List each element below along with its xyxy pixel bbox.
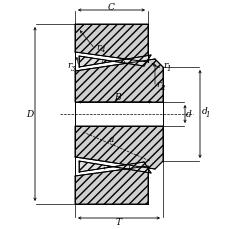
- Text: C: C: [108, 3, 114, 12]
- Polygon shape: [75, 126, 162, 169]
- Polygon shape: [75, 166, 147, 204]
- Text: 4: 4: [100, 46, 104, 54]
- Text: D: D: [26, 110, 33, 119]
- Text: B: B: [113, 93, 120, 102]
- Text: 3: 3: [71, 65, 75, 73]
- Text: a: a: [108, 135, 113, 144]
- Polygon shape: [79, 161, 150, 173]
- Polygon shape: [75, 60, 162, 103]
- Polygon shape: [75, 25, 147, 63]
- Text: 2: 2: [159, 84, 164, 92]
- Text: d: d: [201, 107, 207, 116]
- Text: 1: 1: [205, 111, 210, 118]
- Text: r: r: [162, 61, 166, 70]
- Text: r: r: [155, 80, 160, 89]
- Text: 1: 1: [166, 65, 171, 73]
- Text: T: T: [115, 218, 121, 226]
- Text: d: d: [185, 110, 191, 119]
- Text: r: r: [67, 61, 71, 70]
- Polygon shape: [79, 56, 150, 68]
- Text: r: r: [95, 42, 100, 51]
